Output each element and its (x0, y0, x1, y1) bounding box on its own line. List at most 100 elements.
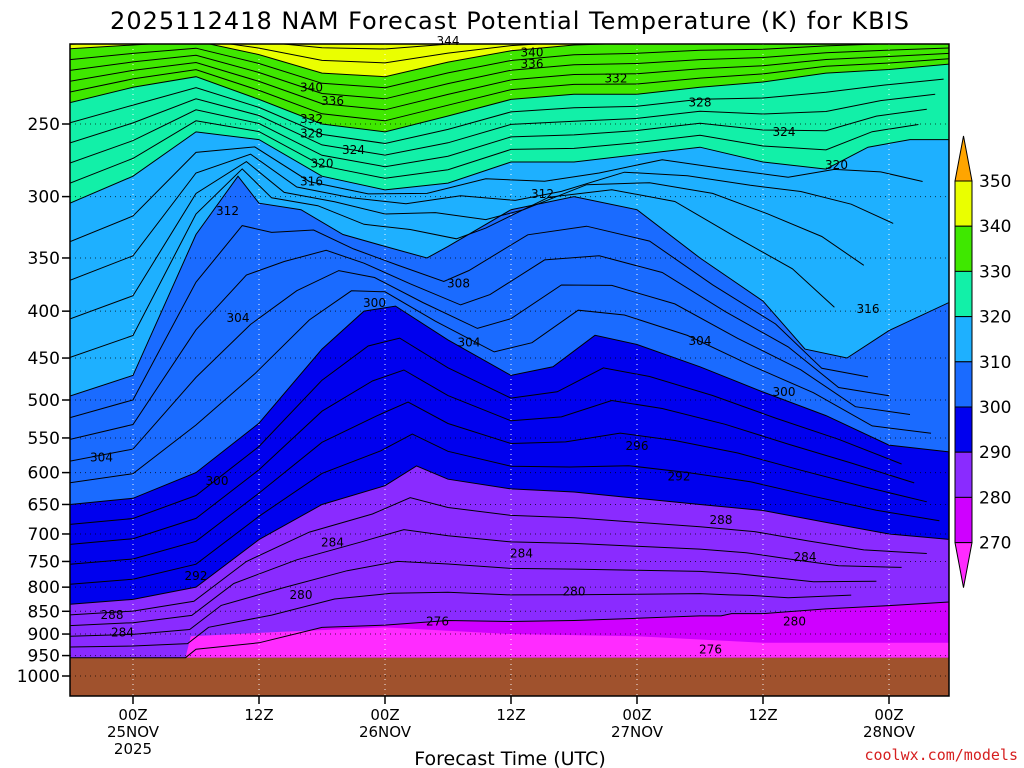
y-tick-label: 300 (28, 188, 60, 208)
contour-label: 332 (300, 112, 323, 126)
contour-label: 288 (101, 608, 124, 622)
contour-line (70, 93, 936, 156)
contour-line (70, 433, 940, 585)
contour-label: 336 (321, 94, 344, 108)
x-tick-label: 12Z (496, 706, 525, 724)
y-tick-label: 250 (28, 115, 60, 135)
contour-label: 316 (857, 302, 880, 316)
colorbar-segment (954, 225, 973, 272)
plot-area (70, 44, 949, 696)
x-tick-label: 28NOV (863, 723, 916, 741)
contour-line (70, 52, 949, 111)
contour-label: 280 (783, 614, 806, 628)
ground-fill (70, 657, 949, 696)
contour-label: 292 (185, 569, 208, 583)
contour-line-280 (70, 601, 949, 659)
contour-line (70, 168, 835, 358)
credit-text: coolwx.com/models (864, 746, 1018, 764)
contour-label: 320 (825, 158, 848, 172)
y-tick-label: 450 (28, 349, 60, 369)
contour-line (70, 560, 877, 637)
colorbar-label: 320 (979, 308, 1011, 328)
plot-frame (69, 43, 950, 697)
colorbar-label: 310 (979, 353, 1011, 373)
contour-label: 296 (626, 439, 649, 453)
contour-line (70, 146, 923, 243)
contour-label: 304 (90, 451, 113, 465)
contour-label: 324 (773, 125, 796, 139)
colorbar-segment (954, 270, 973, 318)
colorbar-label: 340 (979, 217, 1011, 237)
colorbar-bottom-arrow (954, 542, 973, 588)
x-tick-label: 12Z (244, 706, 273, 724)
contour-line (70, 591, 852, 648)
chart-title: 2025112418 NAM Forecast Potential Temper… (110, 7, 910, 35)
x-tick-label: 00Z (370, 706, 399, 724)
contour-label: 324 (342, 143, 365, 157)
contour-label: 284 (510, 546, 533, 560)
y-axis: 250 300 350 400 450 500 550 600 650 700 750 800 850 9… (17, 115, 70, 687)
colorbar-segment (954, 451, 973, 498)
theta-band-350 (70, 44, 949, 77)
contour-line-330 (70, 63, 949, 133)
y-tick-label: 750 (28, 552, 60, 572)
contour-label: 304 (689, 334, 712, 348)
contour-line (70, 529, 902, 627)
y-tick-label: 600 (28, 464, 60, 484)
x-tick-label: 25NOV (107, 723, 160, 741)
contour-label: 320 (311, 156, 334, 170)
contour-label: 316 (300, 175, 323, 189)
contour-label: 284 (321, 535, 344, 549)
x-tick-label: 27NOV (611, 723, 664, 741)
x-tick-label: 12Z (748, 706, 777, 724)
theta-band-340 (70, 44, 949, 132)
contour-label: 312 (216, 204, 239, 218)
contour-line (70, 337, 902, 525)
y-tick-label: 400 (28, 302, 60, 322)
contour-label: 284 (794, 550, 817, 564)
colorbar-label: 350 (979, 172, 1011, 192)
contour-label: 304 (458, 336, 481, 350)
contour-label: 340 (521, 46, 544, 60)
contour-line (70, 44, 545, 64)
colorbar-label: 270 (979, 534, 1011, 554)
contour-line (70, 47, 949, 100)
y-tick-label: 900 (28, 625, 60, 645)
y-tick-label: 800 (28, 578, 60, 598)
contour-label: 328 (300, 126, 323, 140)
colorbar-label: 330 (979, 262, 1011, 282)
contour-line-290 (70, 465, 949, 605)
contour-label: 300 (206, 474, 229, 488)
contour-line (70, 270, 911, 462)
y-tick-label: 850 (28, 602, 60, 622)
contour-line (70, 160, 865, 320)
contour-line (70, 153, 894, 281)
contour-label: 284 (111, 626, 134, 640)
contour-label: 288 (710, 513, 733, 527)
colorbar-label: 300 (979, 398, 1011, 418)
contour-line (70, 497, 927, 616)
y-tick-label: 550 (28, 429, 60, 449)
contour-label: 304 (227, 311, 250, 325)
colorbar-top-arrow (954, 135, 973, 182)
x-tick-label: 00Z (874, 706, 903, 724)
colorbar-segment (954, 361, 973, 408)
contour-line-340 (70, 44, 622, 78)
contour-line (70, 58, 949, 122)
x-tick-label: 26NOV (359, 723, 412, 741)
x-axis-label: Forecast Time (UTC) (414, 748, 605, 768)
contour-line (70, 78, 944, 145)
contour-line-310 (70, 175, 949, 397)
contour-line-300 (70, 305, 949, 505)
contour-line-320 (70, 131, 949, 204)
contour-label: 300 (773, 385, 796, 399)
colorbar-label: 280 (979, 488, 1011, 508)
contour-label: 340 (300, 80, 323, 94)
y-tick-label: 950 (28, 647, 60, 667)
colorbar-label: 290 (979, 443, 1011, 463)
y-tick-label: 1000 (17, 667, 60, 687)
x-tick-label: 00Z (622, 706, 651, 724)
contour-line (70, 120, 919, 184)
